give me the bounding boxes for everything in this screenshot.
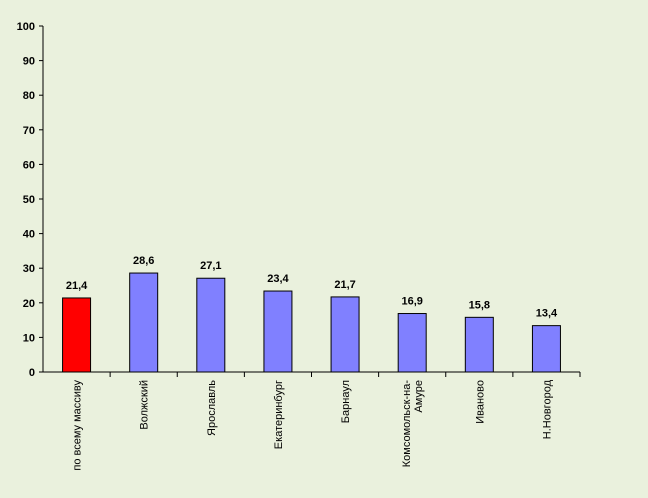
y-tick-label: 70 <box>23 125 35 137</box>
bar <box>62 297 92 373</box>
y-tick-label: 30 <box>23 263 35 275</box>
bar <box>330 296 360 373</box>
category-label: Екатеринбург <box>273 380 285 449</box>
y-tick-label: 100 <box>17 21 35 33</box>
category-label: Волжский <box>139 380 151 430</box>
data-label: 28,6 <box>133 255 154 267</box>
y-tick-label: 20 <box>23 298 35 310</box>
bar <box>397 313 427 373</box>
data-label: 16,9 <box>401 296 422 308</box>
y-tick-label: 40 <box>23 229 35 241</box>
y-tick-label: 60 <box>23 159 35 171</box>
category-label: Барнаул <box>340 380 352 423</box>
data-label: 21,4 <box>66 280 88 292</box>
bar <box>129 272 159 373</box>
category-label: Н.Новгород <box>541 379 553 439</box>
y-tick-label: 0 <box>29 367 35 379</box>
y-tick-label: 50 <box>23 194 35 206</box>
category-label: Иваново <box>474 380 486 424</box>
data-label: 13,4 <box>536 308 558 320</box>
category-label: Комсомольск-на- <box>401 380 413 468</box>
category-label: по всему массиву <box>72 380 84 471</box>
data-label: 23,4 <box>267 273 289 285</box>
bar <box>196 277 226 373</box>
y-tick-label: 10 <box>23 332 35 344</box>
data-label: 21,7 <box>334 279 355 291</box>
bar <box>531 325 561 373</box>
y-tick-label: 80 <box>23 90 35 102</box>
category-label: Амуре <box>413 380 425 413</box>
category-label: Ярославль <box>206 380 218 436</box>
bar <box>464 316 494 373</box>
bar <box>263 290 293 373</box>
y-tick-label: 90 <box>23 56 35 68</box>
data-label: 27,1 <box>200 260 221 272</box>
data-label: 15,8 <box>469 299 490 311</box>
